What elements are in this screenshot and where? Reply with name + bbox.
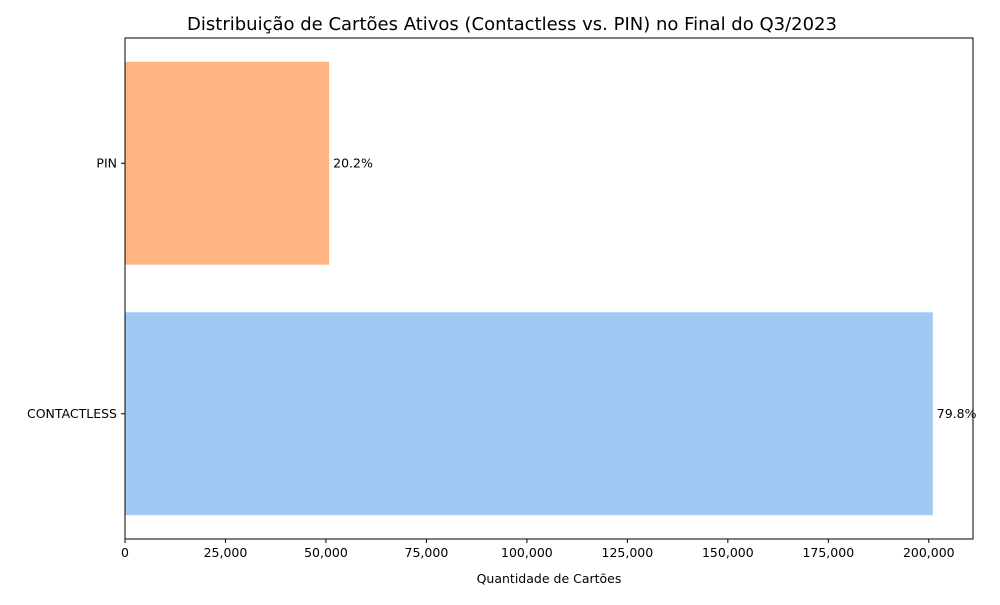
chart-title: Distribuição de Cartões Ativos (Contactl…	[187, 14, 837, 35]
y-tick-label: PIN	[96, 155, 117, 170]
plot-frame	[124, 37, 974, 540]
y-tick-label: CONTACTLESS	[27, 406, 117, 421]
data-label-pin: 20.2%	[333, 155, 373, 170]
bars-layer	[125, 61, 933, 516]
data-labels-layer: 79.8% 20.2%	[333, 155, 976, 421]
x-tick-label: 150,000	[702, 545, 754, 560]
bar-contactless	[125, 312, 933, 516]
x-tick-label: 200,000	[903, 545, 955, 560]
x-tick-label: 125,000	[602, 545, 654, 560]
x-tick-label: 25,000	[204, 545, 248, 560]
x-tick-label: 0	[121, 545, 129, 560]
x-tick-label: 175,000	[802, 545, 854, 560]
bar-pin	[125, 61, 330, 265]
x-tick-label: 50,000	[304, 545, 348, 560]
axes-layer: CONTACTLESS PIN 0 25,000 50,000 75,000 100,000…	[27, 37, 974, 560]
x-tick-label: 75,000	[405, 545, 449, 560]
x-tick-label: 100,000	[501, 545, 553, 560]
data-label-contactless: 79.8%	[937, 406, 977, 421]
x-axis-label: Quantidade de Cartões	[477, 571, 622, 586]
